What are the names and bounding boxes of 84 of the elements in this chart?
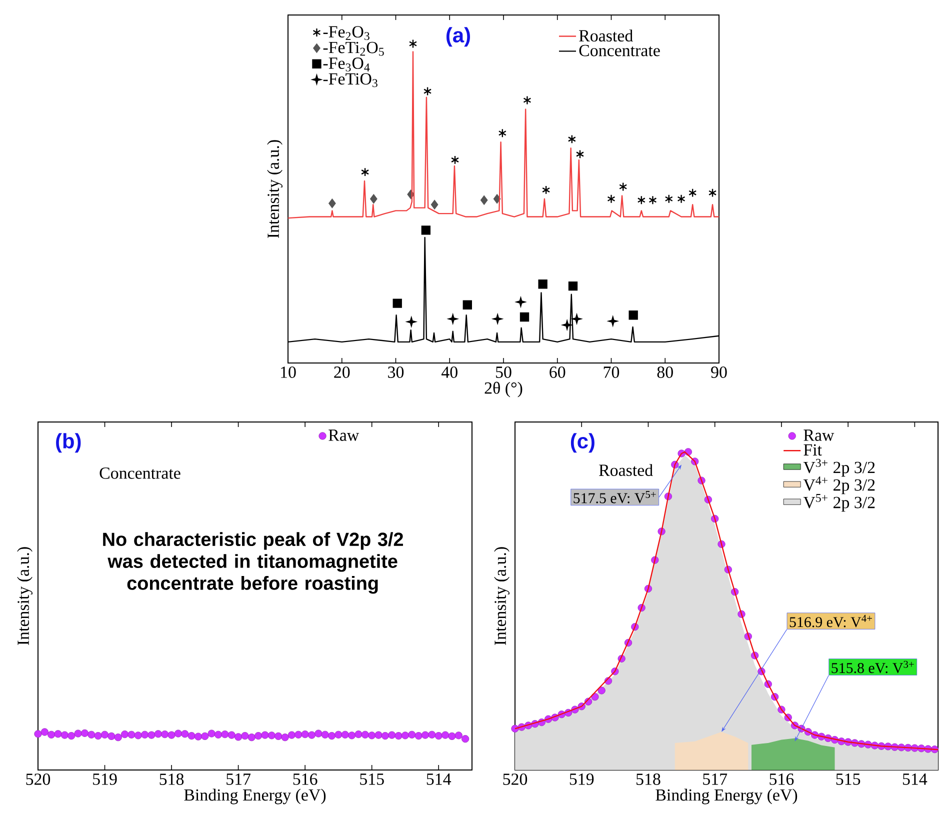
point bbox=[498, 128, 506, 138]
x-tick-label: 80 bbox=[657, 366, 673, 378]
legend-label: Raw bbox=[804, 430, 834, 441]
point bbox=[520, 312, 530, 322]
point bbox=[450, 155, 460, 165]
point bbox=[493, 194, 501, 204]
point bbox=[637, 196, 646, 205]
x-tick-label: 90 bbox=[711, 366, 727, 378]
x-tick-label: 519 bbox=[570, 774, 594, 785]
point bbox=[708, 188, 717, 198]
chart-title: (a) bbox=[446, 27, 470, 47]
point bbox=[516, 297, 526, 307]
x-tick-label: 514 bbox=[426, 774, 452, 785]
y-axis-title: Intensity (a.u.) bbox=[267, 140, 282, 238]
point bbox=[538, 280, 548, 289]
point bbox=[421, 226, 431, 235]
legend-label: Concentrate bbox=[579, 44, 660, 56]
point bbox=[628, 310, 638, 320]
x-tick-label: 514 bbox=[902, 774, 928, 785]
x-tick-label: 50 bbox=[496, 366, 512, 378]
point bbox=[392, 298, 402, 308]
point bbox=[370, 194, 378, 204]
point bbox=[688, 188, 697, 198]
point bbox=[492, 314, 502, 324]
point bbox=[607, 194, 616, 204]
y-axis-title: Intensity (a.u.) bbox=[494, 547, 510, 646]
legend-label: V$^{3+}$ 2p 3/2 bbox=[803, 458, 875, 477]
x-tick-label: 519 bbox=[93, 774, 117, 785]
legend-label: Roasted bbox=[579, 30, 633, 42]
point bbox=[562, 320, 572, 330]
x-tick-label: 517 bbox=[703, 774, 728, 785]
x-tick-label: 520 bbox=[503, 774, 528, 785]
point bbox=[480, 196, 488, 205]
point bbox=[448, 314, 458, 324]
point bbox=[568, 134, 576, 144]
x-tick-label: 518 bbox=[160, 774, 184, 785]
x-axis-title: 2θ (°) bbox=[484, 382, 522, 398]
x-axis-title: Binding Energy (eV) bbox=[184, 788, 326, 804]
legend-label: -Fe$_{3}$O$_{4}$ bbox=[323, 58, 370, 72]
x-tick-label: 518 bbox=[636, 774, 660, 785]
annotation: 517.5 eV: V$^{5+}$ bbox=[574, 491, 656, 504]
point bbox=[423, 86, 432, 96]
point bbox=[360, 167, 370, 177]
x-tick-label: 515 bbox=[836, 774, 860, 785]
chart-title: (b) bbox=[56, 433, 81, 453]
x-tick-label: 517 bbox=[226, 774, 251, 785]
x-axis-title: Binding Energy (eV) bbox=[656, 788, 798, 804]
annotation: 516.9 eV: V$^{4+}$ bbox=[790, 614, 872, 628]
point bbox=[572, 314, 582, 324]
point bbox=[523, 96, 532, 105]
point bbox=[408, 39, 418, 48]
chart-title: (c) bbox=[570, 433, 594, 453]
legend-label: -FeTi$_{2}$O$_{5}$ bbox=[323, 42, 384, 56]
point bbox=[462, 300, 472, 310]
x-tick-label: 516 bbox=[770, 774, 794, 785]
text: No characteristic peak of V2p 3/2 was detected in titanomagnetite concentrate before roasting bbox=[103, 532, 403, 594]
x-tick-label: 40 bbox=[441, 366, 458, 378]
legend-label: -FeTiO$_{3}$ bbox=[323, 73, 378, 88]
point bbox=[576, 150, 584, 159]
legend-label: -Fe$_{2}$O$_{3}$ bbox=[323, 26, 370, 40]
legend-label: V$^{4+}$ 2p 3/2 bbox=[803, 476, 875, 494]
x-tick-label: 520 bbox=[26, 774, 50, 785]
y-axis-title: Intensity (a.u.) bbox=[17, 547, 32, 646]
annotation: Roasted bbox=[599, 464, 653, 476]
point bbox=[328, 198, 336, 208]
x-tick-label: 30 bbox=[388, 366, 404, 378]
x-tick-label: 20 bbox=[334, 366, 350, 378]
x-tick-label: 10 bbox=[281, 366, 296, 378]
x-tick-label: 516 bbox=[293, 774, 318, 785]
point bbox=[664, 194, 673, 204]
x-tick-label: 515 bbox=[360, 774, 384, 785]
point bbox=[677, 194, 686, 204]
text: Concentrate bbox=[100, 467, 180, 479]
point bbox=[648, 196, 657, 205]
x-tick-label: 70 bbox=[604, 366, 620, 378]
legend-label: Fit bbox=[804, 444, 822, 456]
annotation: 515.8 eV: V$^{3+}$ bbox=[832, 660, 914, 674]
point bbox=[542, 185, 550, 195]
legend-label: Raw bbox=[328, 430, 360, 441]
x-tick-label: 60 bbox=[550, 366, 566, 378]
legend-label: V$^{5+}$ 2p 3/2 bbox=[803, 494, 875, 512]
point bbox=[430, 200, 438, 210]
point bbox=[619, 182, 628, 192]
point bbox=[568, 281, 578, 291]
